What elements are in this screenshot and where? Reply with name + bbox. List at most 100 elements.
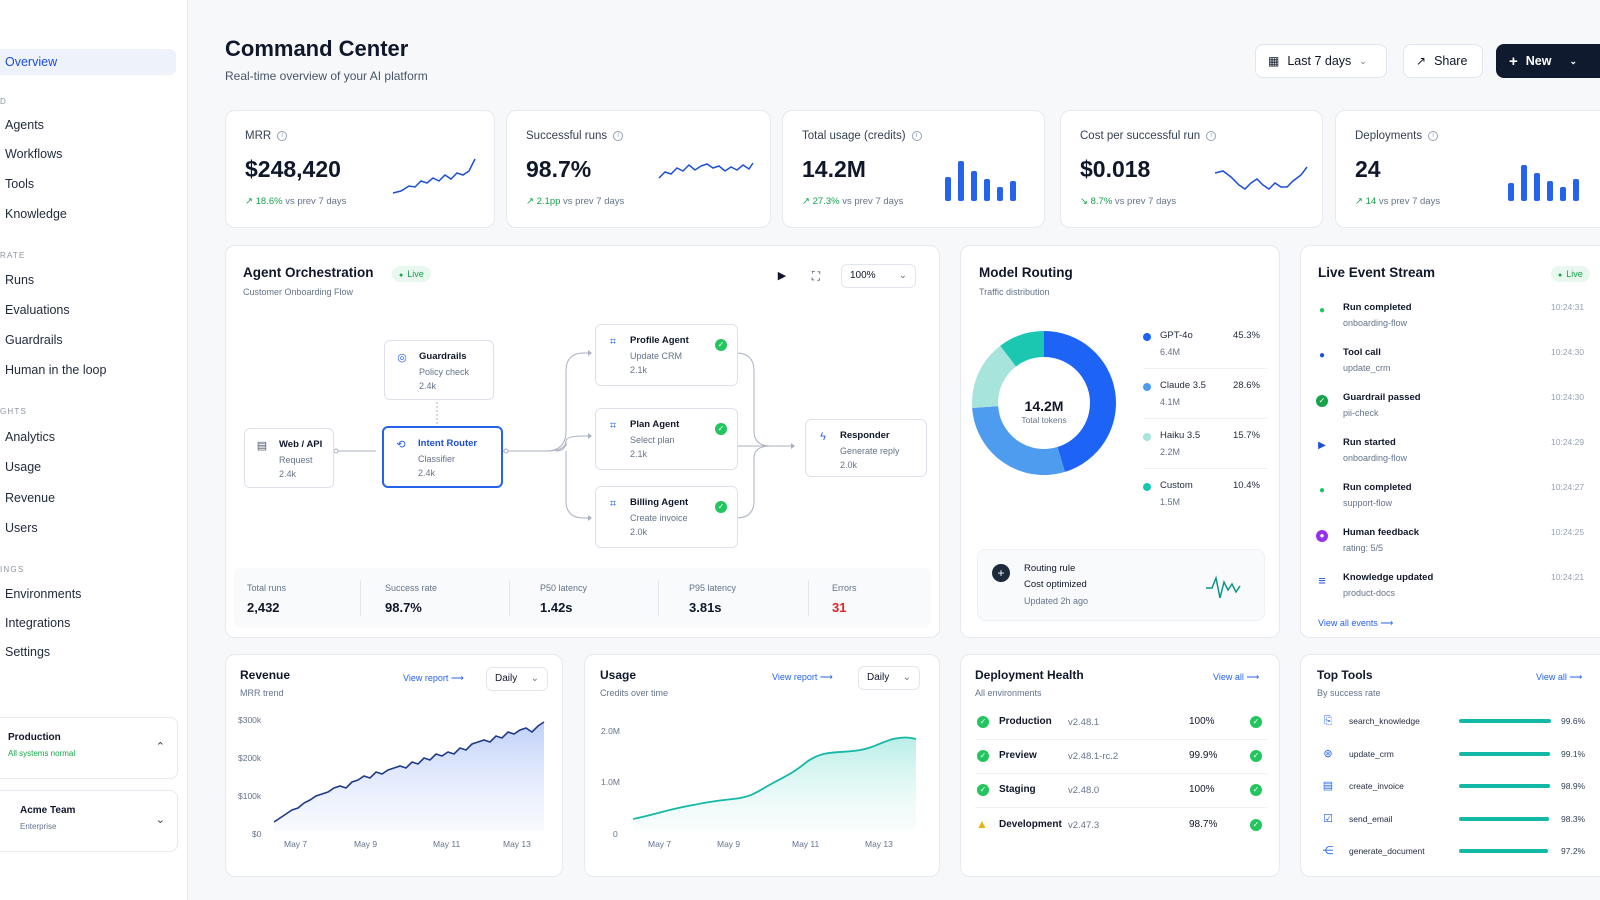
deployment-health-panel: Deployment Health All environments View … bbox=[960, 654, 1280, 877]
orchestration-title: Agent Orchestration bbox=[243, 265, 374, 280]
routing-rule-value: Cost optimized bbox=[1024, 579, 1087, 590]
kpi-card-mrr[interactable]: MRR i $248,420 ↗ 18.6% vs prev 7 days bbox=[225, 110, 495, 228]
sidebar-item-integrations[interactable]: Integrations bbox=[5, 616, 71, 630]
node-guardrails[interactable]: ◎ Guardrails Policy check 2.4k bbox=[384, 340, 494, 400]
zoom-select[interactable]: 100% ⌄ bbox=[841, 264, 916, 288]
stat-value-errors: 31 bbox=[832, 600, 847, 615]
chevron-down-icon: ⌄ bbox=[1569, 55, 1578, 66]
revenue-period-select[interactable]: Daily ⌄ bbox=[486, 667, 548, 691]
donut-total-label: Total tokens bbox=[1021, 415, 1067, 425]
node-count: 2.4k bbox=[279, 469, 297, 479]
kpi-delta: ↗ 14 vs prev 7 days bbox=[1355, 196, 1441, 207]
event-title: Run completed bbox=[1343, 482, 1412, 493]
sidebar-item-agents[interactable]: Agents bbox=[5, 118, 44, 132]
environment-switcher[interactable]: Production All systems normal ⌃ bbox=[0, 717, 178, 779]
event-subtitle: rating: 5/5 bbox=[1343, 543, 1384, 553]
node-count: 2.0k bbox=[840, 460, 858, 470]
sidebar-item-runs[interactable]: Runs bbox=[5, 273, 35, 287]
arrow-right-icon: ⟶ bbox=[1380, 618, 1394, 628]
divider bbox=[658, 580, 659, 616]
environment-uptime: 99.9% bbox=[1189, 750, 1218, 761]
orchestration-stats: Total runs 2,432 Success rate 98.7% P50 … bbox=[234, 568, 931, 628]
live-badge: Live bbox=[1551, 266, 1590, 282]
arrow-right-icon: ⟶ bbox=[819, 672, 833, 682]
sidebar-item-overview[interactable]: Overview bbox=[0, 49, 176, 75]
successful-runs-sparkline bbox=[658, 162, 754, 179]
environment-name: Production bbox=[999, 716, 1052, 727]
node-count: 2.4k bbox=[419, 381, 437, 391]
sidebar-item-tools[interactable]: Tools bbox=[5, 177, 35, 191]
node-title: Intent Router bbox=[418, 438, 478, 449]
view-all-events-link[interactable]: View all events ⟶ bbox=[1318, 618, 1394, 628]
event-subtitle: onboarding-flow bbox=[1343, 453, 1408, 463]
sidebar-item-human-in-the-loop[interactable]: Human in the loop bbox=[5, 363, 107, 377]
legend-swatch bbox=[1143, 333, 1151, 341]
trend-up-icon: ↗ bbox=[802, 196, 813, 207]
node-billing-agent[interactable]: ⌗ Billing Agent Create invoice 2.0k ✓ bbox=[595, 486, 738, 548]
tool-success-bar bbox=[1459, 719, 1551, 723]
tools-view-all-link[interactable]: View all ⟶ bbox=[1536, 672, 1583, 682]
divider bbox=[509, 580, 510, 616]
sidebar-item-environments[interactable]: Environments bbox=[5, 587, 82, 601]
node-plan-agent[interactable]: ⌗ Plan Agent Select plan 2.1k ✓ bbox=[595, 408, 738, 470]
usage-view-report-link[interactable]: View report ⟶ bbox=[772, 672, 833, 682]
cost-sparkline bbox=[1214, 166, 1308, 190]
x-tick: May 7 bbox=[284, 839, 308, 849]
routing-rule-updated: Updated 2h ago bbox=[1024, 596, 1089, 606]
date-range-button[interactable]: ▦ Last 7 days ⌄ bbox=[1255, 44, 1387, 78]
divider bbox=[1143, 368, 1267, 369]
deployment-view-all-link[interactable]: View all ⟶ bbox=[1213, 672, 1260, 682]
event-title: Run completed bbox=[1343, 302, 1412, 313]
orchestration-connectors bbox=[329, 350, 795, 521]
agent-icon: ⌗ bbox=[609, 420, 617, 432]
database-icon: ≡ bbox=[1318, 573, 1326, 588]
node-profile-agent[interactable]: ⌗ Profile Agent Update CRM 2.1k ✓ bbox=[595, 324, 738, 386]
sidebar-item-usage[interactable]: Usage bbox=[5, 460, 42, 474]
kpi-delta: ↘ 8.7% vs prev 7 days bbox=[1080, 196, 1177, 207]
node-subtitle: Create invoice bbox=[630, 513, 688, 523]
kpi-label: Total usage (credits) i bbox=[802, 130, 922, 142]
agent-icon: ⌗ bbox=[609, 498, 617, 510]
tool-name: update_crm bbox=[1349, 748, 1394, 759]
event-subtitle: onboarding-flow bbox=[1343, 318, 1408, 328]
tools-subtitle: By success rate bbox=[1317, 688, 1381, 698]
node-responder[interactable]: ϟ Responder Generate reply 2.0k bbox=[805, 419, 927, 477]
new-button[interactable]: + New ⌄ bbox=[1496, 44, 1600, 78]
routing-rule-card[interactable]: + Routing rule Cost optimized Updated 2h… bbox=[977, 549, 1265, 621]
sidebar-item-guardrails[interactable]: Guardrails bbox=[5, 333, 63, 347]
environment-version: v2.48.1-rc.2 bbox=[1068, 751, 1119, 762]
kpi-card-deployments[interactable]: Deployments i 24 ↗ 14 vs prev 7 days bbox=[1335, 110, 1600, 228]
sidebar-item-knowledge[interactable]: Knowledge bbox=[5, 207, 67, 221]
kpi-card-total-usage[interactable]: Total usage (credits) i 14.2M ↗ 27.3% vs … bbox=[782, 110, 1045, 228]
tool-name: search_knowledge bbox=[1349, 716, 1420, 726]
routing-donut-chart bbox=[972, 331, 1116, 475]
sidebar-item-workflows[interactable]: Workflows bbox=[5, 147, 63, 161]
warning-icon: ▲ bbox=[976, 817, 988, 831]
document-search-icon: ⎘ bbox=[1323, 715, 1333, 727]
activity-icon bbox=[1206, 575, 1241, 599]
sidebar-item-evaluations[interactable]: Evaluations bbox=[5, 303, 70, 317]
legend-model-percent: 45.3% bbox=[1233, 330, 1260, 341]
kpi-card-cost-per-run[interactable]: Cost per successful run i $0.018 ↘ 8.7% v… bbox=[1060, 110, 1323, 228]
kpi-card-successful-runs[interactable]: Successful runs i 98.7% ↗ 2.1pp vs prev 7… bbox=[506, 110, 771, 228]
share-label: Share bbox=[1434, 54, 1468, 68]
agent-orchestration-panel: Agent Orchestration Live Customer Onboar… bbox=[225, 245, 940, 638]
sidebar-item-users[interactable]: Users bbox=[5, 521, 38, 535]
sidebar-item-revenue[interactable]: Revenue bbox=[5, 491, 56, 505]
x-tick: May 13 bbox=[865, 839, 893, 849]
node-web-api[interactable]: ▤ Web / API Request 2.4k bbox=[244, 428, 334, 488]
calendar-icon: ▦ bbox=[1268, 54, 1280, 68]
event-title: Human feedback bbox=[1343, 527, 1420, 538]
tool-name: create_invoice bbox=[1349, 781, 1404, 791]
node-intent-router[interactable]: ⟲ Intent Router Classifier 2.4k bbox=[382, 426, 503, 488]
share-button[interactable]: ↗ Share bbox=[1403, 44, 1483, 78]
usage-period-select[interactable]: Daily ⌄ bbox=[858, 666, 920, 690]
sidebar-item-settings[interactable]: Settings bbox=[5, 645, 51, 659]
y-tick: 0 bbox=[613, 829, 618, 839]
sidebar-item-analytics[interactable]: Analytics bbox=[5, 430, 56, 444]
play-icon[interactable]: ▶ bbox=[777, 270, 787, 282]
event-timestamp: 10:24:25 bbox=[1551, 527, 1585, 537]
fullscreen-icon[interactable]: ⛶ bbox=[811, 269, 821, 283]
revenue-view-report-link[interactable]: View report ⟶ bbox=[403, 673, 464, 683]
team-switcher[interactable]: Acme Team Enterprise ⌄ bbox=[0, 790, 178, 852]
